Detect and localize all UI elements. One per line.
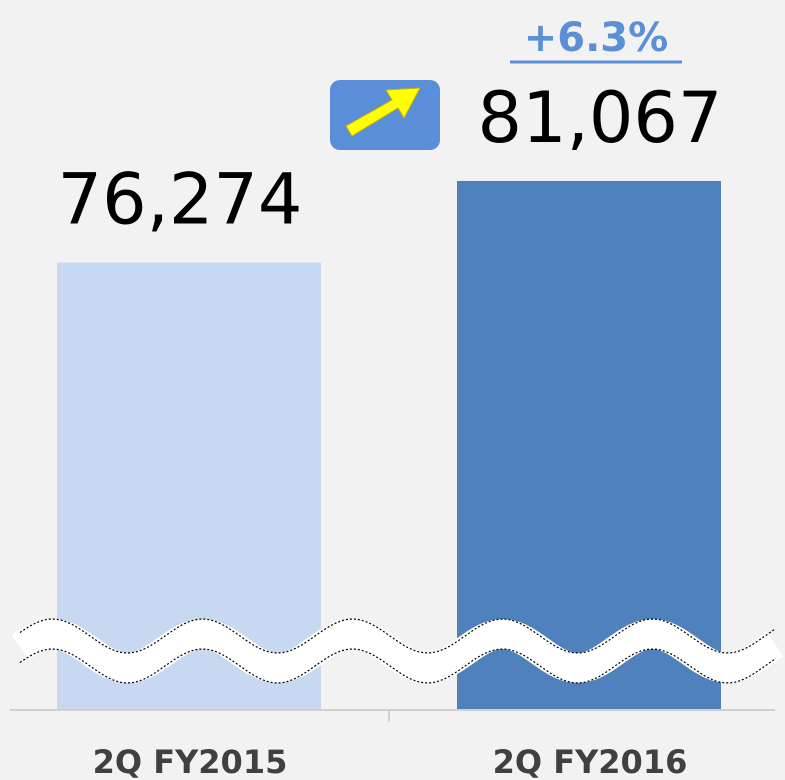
growth-annotation: +6.3% — [524, 15, 668, 61]
break-edge — [19, 618, 776, 654]
break-band — [11, 619, 784, 683]
bars — [57, 180, 721, 710]
value-label: 81,067 — [478, 77, 723, 159]
value-label: 76,274 — [58, 159, 303, 241]
break-edge — [19, 648, 776, 684]
arrow-icon — [345, 87, 421, 137]
axis-break — [11, 618, 784, 684]
x-tick-label: 2Q FY2016 — [493, 743, 688, 780]
x-tick-label: 2Q FY2015 — [93, 743, 288, 780]
